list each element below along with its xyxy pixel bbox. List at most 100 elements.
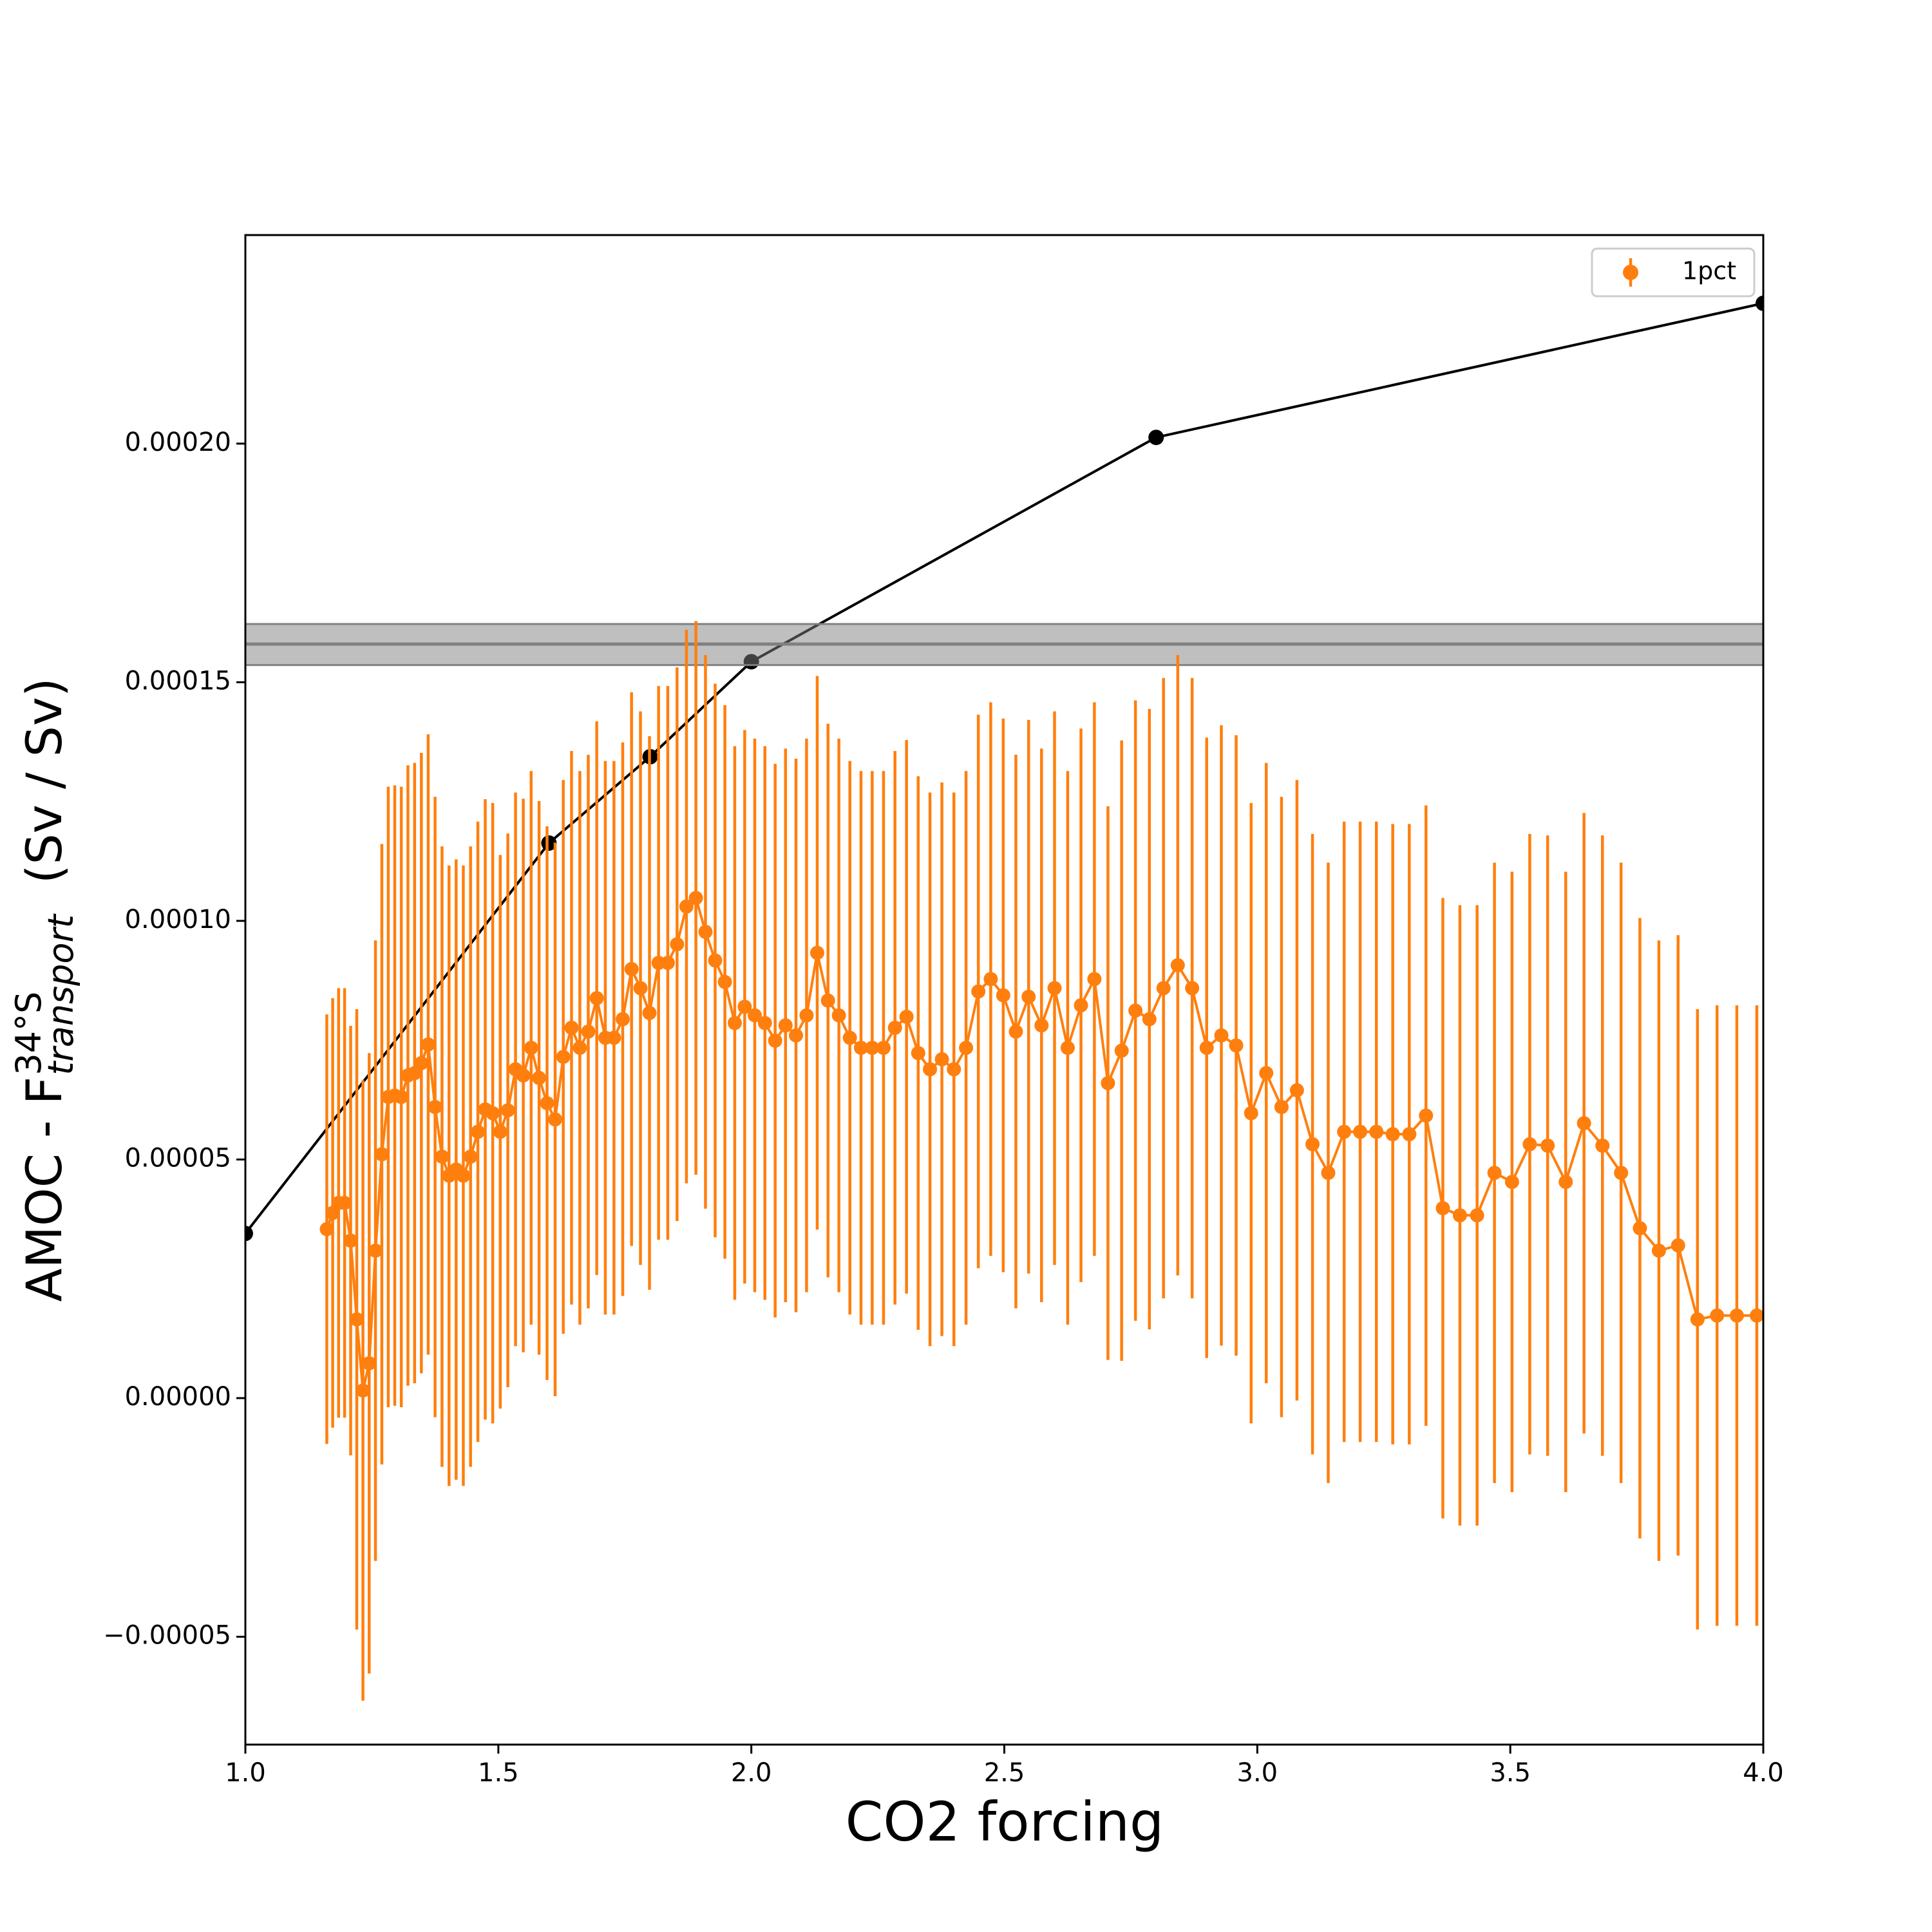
point <box>607 1030 621 1045</box>
point <box>414 1056 429 1070</box>
x-tick-label: 1.0 <box>225 1758 266 1788</box>
point <box>540 1096 554 1111</box>
point <box>1170 958 1185 972</box>
point <box>548 1112 563 1127</box>
legend-box <box>1591 247 1756 298</box>
point <box>1671 1238 1685 1253</box>
point <box>1128 1003 1143 1018</box>
point <box>1402 1127 1417 1142</box>
point <box>670 937 685 952</box>
point <box>1274 1099 1289 1114</box>
point <box>1047 981 1062 996</box>
point <box>1156 981 1171 996</box>
point <box>524 1041 538 1056</box>
point <box>1244 1106 1258 1121</box>
series-line <box>245 302 1763 1235</box>
point <box>1114 1043 1129 1058</box>
point <box>1087 972 1102 987</box>
point <box>435 1150 450 1164</box>
point <box>971 984 986 999</box>
point <box>407 1066 422 1081</box>
point <box>865 1041 880 1056</box>
point <box>500 1103 515 1118</box>
point <box>660 956 675 971</box>
point <box>1009 1024 1023 1039</box>
point <box>934 1052 949 1066</box>
point <box>1470 1208 1484 1223</box>
point <box>1259 1066 1274 1081</box>
x-tick-label: 4.0 <box>1743 1758 1784 1788</box>
point <box>1595 1138 1610 1153</box>
point <box>486 1106 500 1121</box>
y-tick-label: −0.00005 <box>103 1621 231 1651</box>
y-label-main: AMOC - F <box>15 1077 73 1302</box>
point <box>789 1028 804 1043</box>
y-label-unit: (Sv / Sv) <box>15 677 73 884</box>
plot-area <box>245 295 1763 1701</box>
point <box>831 1008 846 1023</box>
point <box>899 1009 914 1024</box>
point <box>778 1018 793 1033</box>
point <box>757 1016 772 1030</box>
point <box>1214 1028 1229 1043</box>
y-tick-label: 0.00000 <box>125 1382 231 1412</box>
point <box>1690 1312 1705 1327</box>
point <box>573 1041 587 1056</box>
point <box>1577 1116 1591 1131</box>
point <box>1435 1201 1450 1216</box>
point <box>355 1383 370 1398</box>
point <box>615 1012 630 1027</box>
y-axis-label: AMOC - F 34°S transport (Sv / Sv) <box>8 677 81 1302</box>
point <box>1185 981 1200 996</box>
point <box>1419 1108 1434 1123</box>
x-tick-label: 3.5 <box>1490 1758 1531 1788</box>
point <box>1229 1038 1244 1053</box>
point <box>493 1124 507 1139</box>
point <box>1729 1308 1744 1323</box>
point <box>737 999 752 1014</box>
point <box>698 924 713 939</box>
point <box>471 1124 486 1139</box>
point <box>1385 1127 1400 1142</box>
point <box>245 1226 253 1242</box>
point <box>589 990 604 1005</box>
point <box>1540 1138 1555 1153</box>
y-tick-label: 0.00015 <box>125 666 231 696</box>
point <box>876 1041 891 1056</box>
point <box>1452 1208 1467 1223</box>
point <box>1369 1124 1384 1139</box>
point <box>1522 1137 1537 1151</box>
point <box>1142 1012 1157 1027</box>
point <box>679 899 694 914</box>
point <box>1558 1175 1573 1189</box>
point <box>428 1099 442 1114</box>
point <box>768 1033 782 1048</box>
point <box>343 1233 358 1248</box>
point <box>368 1243 383 1258</box>
y-tick-label: 0.00010 <box>125 905 231 934</box>
point <box>394 1090 409 1104</box>
point <box>717 974 732 989</box>
point <box>1756 295 1763 311</box>
point <box>911 1046 925 1061</box>
point <box>1614 1166 1629 1180</box>
y-tick-label: 0.00005 <box>125 1143 231 1173</box>
point <box>532 1070 547 1085</box>
point <box>362 1356 377 1370</box>
point <box>1060 1041 1075 1056</box>
point <box>727 1016 742 1030</box>
point <box>1710 1308 1725 1323</box>
point <box>947 1062 961 1077</box>
point <box>319 1222 334 1236</box>
point <box>337 1195 352 1210</box>
point <box>1487 1166 1502 1180</box>
point <box>923 1062 938 1077</box>
point <box>374 1147 389 1162</box>
point <box>842 1030 857 1045</box>
y-tick-label: 0.00020 <box>125 428 231 457</box>
point <box>1199 1041 1214 1056</box>
point <box>747 1008 762 1023</box>
legend-label: 1pct <box>1682 257 1736 285</box>
